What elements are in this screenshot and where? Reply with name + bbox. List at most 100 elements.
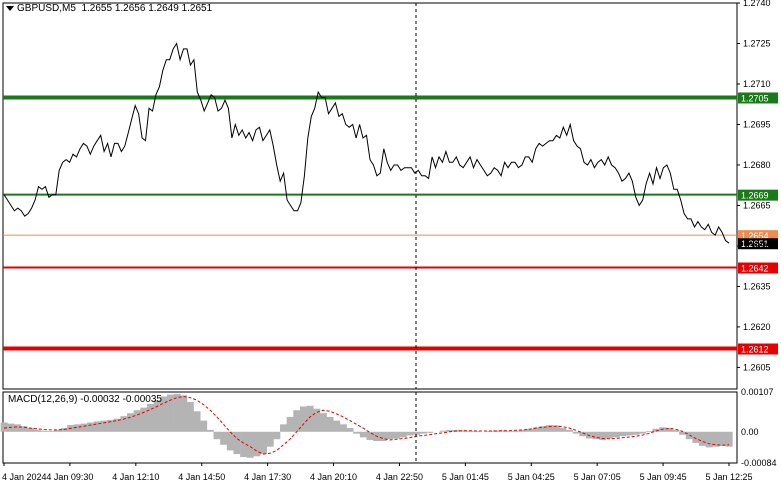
macd-histogram-bar	[559, 428, 567, 432]
macd-histogram-bar	[253, 431, 261, 457]
level-tag	[738, 92, 778, 104]
macd-histogram-bar	[313, 408, 321, 432]
time-tick-label: 4 Jan 22:50	[376, 472, 423, 482]
macd-histogram-bar	[379, 431, 387, 442]
macd-tick-label: 0.00107	[741, 387, 774, 397]
chart-header: GBPUSD,M5 1.2655 1.2656 1.2649 1.2651	[6, 3, 212, 14]
current-price-tag	[738, 238, 778, 250]
macd-histogram-bar	[47, 431, 55, 432]
macd-histogram-bar	[386, 431, 394, 440]
current-price-label: 1.2651	[741, 239, 769, 249]
macd-histogram-bar	[419, 431, 427, 434]
macd-histogram-bar	[466, 430, 474, 432]
macd-histogram-bar	[506, 431, 514, 432]
macd-histogram-bar	[140, 407, 148, 432]
time-tick-label: 4 Jan 09:30	[46, 472, 93, 482]
macd-histogram-bar	[679, 431, 687, 435]
macd-histogram-bar	[113, 418, 121, 432]
time-tick-label: 4 Jan 12:10	[112, 472, 159, 482]
macd-histogram-bar	[519, 429, 527, 432]
price-tick-label: 1.2740	[743, 0, 771, 8]
dropdown-triangle-icon[interactable]	[6, 5, 14, 11]
macd-histogram-bar	[592, 431, 600, 440]
macd-histogram-bar	[652, 428, 660, 432]
macd-histogram-bar	[246, 431, 254, 458]
level-tag-label: 1.2654	[741, 231, 769, 241]
macd-histogram-bar	[87, 422, 95, 432]
macd-histogram-bar	[200, 420, 208, 432]
macd-tick-label: -0.00084	[741, 458, 777, 468]
macd-histogram-bar	[446, 429, 454, 432]
macd-histogram-bar	[0, 422, 8, 432]
price-tick-label: 1.2620	[743, 322, 771, 332]
macd-histogram-bar	[359, 431, 367, 438]
time-tick-label: 4 Jan 14:50	[178, 472, 225, 482]
macd-histogram-bar	[579, 431, 587, 437]
macd-histogram-bar	[13, 424, 21, 432]
price-tick-label: 1.2635	[743, 281, 771, 291]
price-tick-label: 1.2695	[743, 119, 771, 129]
macd-histogram-bar	[346, 428, 354, 432]
macd-histogram-bar	[539, 426, 547, 432]
macd-histogram-bar	[27, 428, 35, 432]
price-tick-label: 1.2710	[743, 79, 771, 89]
macd-histogram-bar	[639, 431, 647, 434]
time-tick-label: 4 Jan 20:10	[310, 472, 357, 482]
macd-histogram-bar	[326, 416, 334, 432]
macd-histogram-bar	[439, 430, 447, 432]
macd-histogram-bar	[526, 428, 534, 432]
price-tick-label: 1.2665	[743, 200, 771, 210]
macd-histogram-bar	[206, 429, 214, 432]
macd-histogram-bar	[319, 413, 327, 432]
level-tag	[738, 189, 778, 201]
main-plot-frame	[2, 2, 738, 390]
macd-histogram-bar	[353, 431, 361, 434]
price-line	[3, 42, 730, 244]
macd-histogram-bar	[266, 431, 274, 447]
time-tick-label: 5 Jan 07:05	[574, 472, 621, 482]
macd-histogram-bar	[632, 431, 640, 435]
macd-histogram-bar	[133, 410, 141, 432]
time-tick-label: 4 Jan 17:30	[244, 472, 291, 482]
macd-histogram-bar	[107, 419, 115, 432]
ohlc-values: 1.2655 1.2656 1.2649 1.2651	[81, 3, 213, 14]
macd-histogram-bar	[546, 425, 554, 432]
macd-histogram-bar	[93, 421, 101, 432]
macd-histogram-bar	[672, 429, 680, 432]
level-tag-label: 1.2669	[741, 191, 769, 201]
price-tick-label: 1.2680	[743, 160, 771, 170]
macd-histogram-bar	[160, 396, 168, 432]
macd-histogram-bar	[599, 431, 607, 440]
price-tick-label: 1.2605	[743, 362, 771, 372]
macd-histogram-bar	[20, 426, 28, 432]
level-tag	[738, 343, 778, 355]
macd-histogram-bar	[333, 420, 341, 432]
macd-histogram-bar	[413, 431, 421, 435]
level-tag-label: 1.2612	[741, 345, 769, 355]
price-tick-label: 1.2650	[743, 241, 771, 251]
macd-histogram-bar	[426, 431, 434, 433]
macd-signal-line	[3, 395, 730, 455]
macd-histogram-bar	[712, 431, 720, 447]
macd-histogram-bar	[273, 431, 281, 440]
macd-histogram-bar	[173, 393, 181, 432]
macd-histogram-bar	[33, 429, 41, 432]
macd-histogram-bar	[645, 431, 653, 432]
time-tick-label: 5 Jan 12:25	[705, 472, 752, 482]
macd-histogram-bar	[339, 424, 347, 432]
time-tick-label: 5 Jan 04:25	[508, 472, 555, 482]
macd-histogram-bar	[532, 427, 540, 432]
macd-histogram-bar	[459, 430, 467, 432]
macd-histogram-bar	[605, 431, 613, 439]
macd-histogram-bar	[699, 431, 707, 446]
macd-histogram-bar	[366, 431, 374, 440]
macd-histogram-bar	[240, 431, 248, 458]
macd-histogram-bar	[180, 395, 188, 432]
symbol-timeframe: GBPUSD,M5	[17, 3, 76, 14]
macd-histogram-bar	[286, 416, 294, 432]
macd-histogram-bar	[166, 394, 174, 432]
level-tag-label: 1.2705	[741, 93, 769, 103]
macd-histogram-bar	[705, 431, 713, 448]
